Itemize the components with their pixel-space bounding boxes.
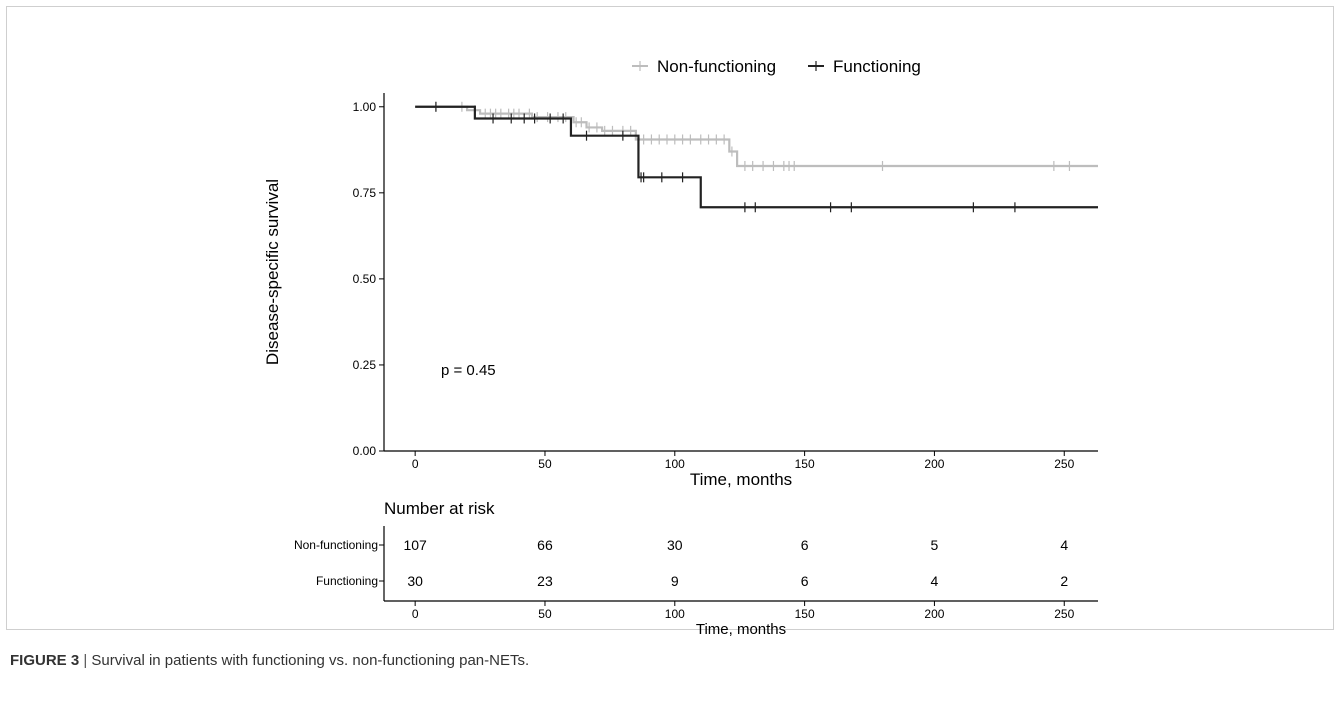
risk-cell: 107	[403, 537, 427, 553]
legend-item-non-functioning: Non-functioning	[632, 57, 776, 76]
figure-frame	[6, 6, 1334, 630]
y-axis-title-group: Disease-specific survival	[263, 179, 282, 365]
risk-row-functioning: Functioning 30 23 9 6 4 2	[316, 573, 1068, 589]
risk-cell: 5	[931, 537, 939, 553]
caption-text: Survival in patients with functioning vs…	[91, 652, 530, 669]
y-tick-label: 0.00	[353, 444, 377, 458]
chart-legend: Non-functioning Functioning	[632, 57, 921, 76]
y-tick-label: 0.25	[353, 358, 377, 372]
risk-table-x-axis-title: Time, months	[696, 621, 786, 638]
legend-label: Functioning	[833, 57, 921, 76]
legend-item-functioning: Functioning	[808, 57, 921, 76]
series-functioning	[415, 101, 1098, 213]
risk-cell: 23	[537, 573, 553, 589]
y-axis-title: Disease-specific survival	[263, 179, 282, 365]
risk-row-label: Non-functioning	[294, 538, 378, 552]
risk-x-tick-label: 250	[1054, 607, 1074, 621]
p-value-annotation: p = 0.45	[441, 362, 496, 379]
x-axis-title: Time, months	[690, 470, 792, 489]
x-tick-label: 0	[412, 457, 419, 471]
survival-curve	[415, 105, 1098, 168]
risk-cell: 6	[801, 537, 809, 553]
risk-cell: 4	[1060, 537, 1068, 553]
risk-row-label: Functioning	[316, 574, 378, 588]
figure-caption: FIGURE 3 | Survival in patients with fun…	[10, 652, 529, 669]
risk-x-tick-label: 0	[412, 607, 419, 621]
risk-cell: 30	[667, 537, 683, 553]
risk-cell: 4	[931, 573, 939, 589]
x-tick-label: 250	[1054, 457, 1074, 471]
risk-cell: 9	[671, 573, 679, 589]
risk-cell: 66	[537, 537, 553, 553]
y-tick-label: 0.50	[353, 272, 377, 286]
risk-cell: 30	[407, 573, 423, 589]
risk-table-title: Number at risk	[384, 499, 495, 518]
y-tick-label: 1.00	[353, 100, 377, 114]
risk-x-tick-label: 100	[665, 607, 685, 621]
legend-label: Non-functioning	[657, 57, 776, 76]
caption-separator: |	[79, 652, 92, 669]
risk-cell: 6	[801, 573, 809, 589]
risk-x-tick-label: 150	[795, 607, 815, 621]
survival-chart: Non-functioning Functioning Disease-speci…	[263, 57, 1098, 638]
x-tick-label: 200	[924, 457, 944, 471]
risk-table: Non-functioning 107 66 30 6 5 4 Functioning 30 23…	[294, 526, 1098, 621]
x-tick-label: 150	[795, 457, 815, 471]
y-tick-label: 0.75	[353, 186, 377, 200]
risk-cell: 2	[1060, 573, 1068, 589]
plot-area: 0.00 0.25 0.50 0.75 1.00 0 50 100 150 200 250	[353, 93, 1098, 471]
risk-x-tick-label: 200	[924, 607, 944, 621]
risk-x-tick-label: 50	[538, 607, 552, 621]
series-non-functioning	[415, 101, 1098, 171]
x-tick-label: 100	[665, 457, 685, 471]
x-tick-label: 50	[538, 457, 552, 471]
survival-curve	[415, 105, 1098, 209]
figure-label: FIGURE 3	[10, 652, 80, 669]
risk-row-non-functioning: Non-functioning 107 66 30 6 5 4	[294, 537, 1068, 553]
